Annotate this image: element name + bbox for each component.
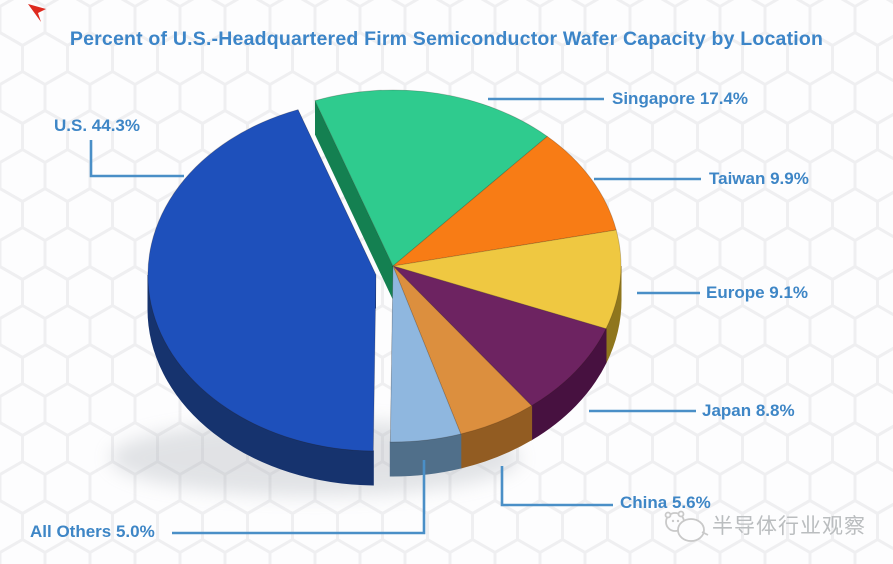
pie-slice-singapore [314, 89, 548, 267]
pie-slice-china [392, 265, 533, 435]
chart-title: Percent of U.S.-Headquartered Firm Semic… [69, 28, 824, 50]
slice-label-singapore: Singapore 17.4% [612, 89, 749, 108]
pie-slice-japan [392, 265, 607, 407]
leader-line-allothers [172, 460, 426, 535]
slice-label-allothers: All Others 5.0% [30, 522, 155, 541]
slice-label-us: U.S. 44.3% [54, 116, 140, 135]
leader-line-us [89, 140, 184, 178]
leader-lines-group [89, 97, 701, 535]
pie-slice-u-s [147, 109, 377, 452]
red-corner-mark [28, 4, 46, 22]
pie-slices-group [147, 89, 622, 486]
watermark: 半导体行业观察 [660, 502, 866, 548]
pie-slice-europe [392, 229, 622, 330]
slice-label-europe: Europe 9.1% [706, 283, 809, 302]
panda-doodle-logo-icon [664, 510, 709, 542]
pie-slice-all-others [389, 265, 462, 443]
watermark-text: 半导体行业观察 [712, 515, 866, 538]
slice-label-japan: Japan 8.8% [702, 401, 795, 420]
pie-cut-wall-singapore [315, 100, 393, 300]
pie-slice-taiwan [391, 135, 617, 267]
slice-label-taiwan: Taiwan 9.9% [709, 169, 809, 188]
slice-label-china: China 5.6% [620, 493, 711, 512]
leader-line-china [500, 466, 613, 507]
